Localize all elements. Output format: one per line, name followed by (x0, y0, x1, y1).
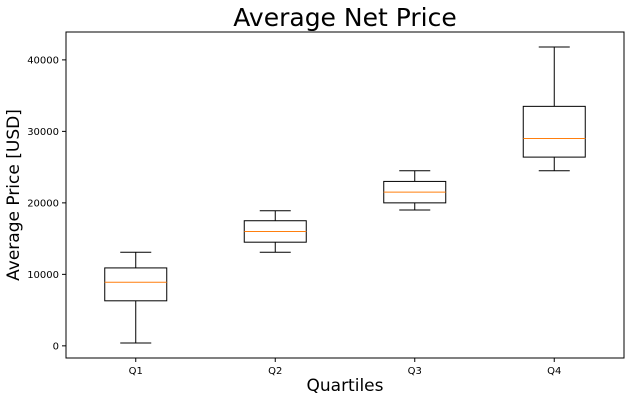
x-tick-label: Q3 (408, 366, 422, 377)
chart-title: Average Net Price (233, 3, 456, 32)
x-tick-label: Q4 (547, 366, 561, 377)
x-axis-ticks: Q1 Q2 Q3 Q4 (129, 358, 561, 377)
x-tick-label: Q1 (129, 366, 143, 377)
x-axis-label: Quartiles (307, 376, 384, 396)
box-q4 (522, 46, 586, 172)
plot-area-frame (65, 31, 625, 359)
y-tick-label: 30000 (27, 127, 59, 138)
y-tick-label: 20000 (27, 198, 59, 209)
box-series (104, 46, 586, 344)
box-body (522, 105, 586, 158)
x-tick-label: Q2 (268, 366, 282, 377)
y-axis-label: Average Price [USD] (4, 109, 24, 281)
y-axis-ticks: 0 10000 20000 30000 40000 (27, 55, 66, 352)
y-tick-label: 10000 (27, 270, 59, 281)
y-tick-label: 0 (53, 341, 59, 352)
y-tick-label: 40000 (27, 55, 59, 66)
box-q2 (243, 210, 307, 253)
box-q3 (383, 170, 447, 211)
box-q1 (104, 251, 168, 344)
box-body (104, 267, 168, 302)
